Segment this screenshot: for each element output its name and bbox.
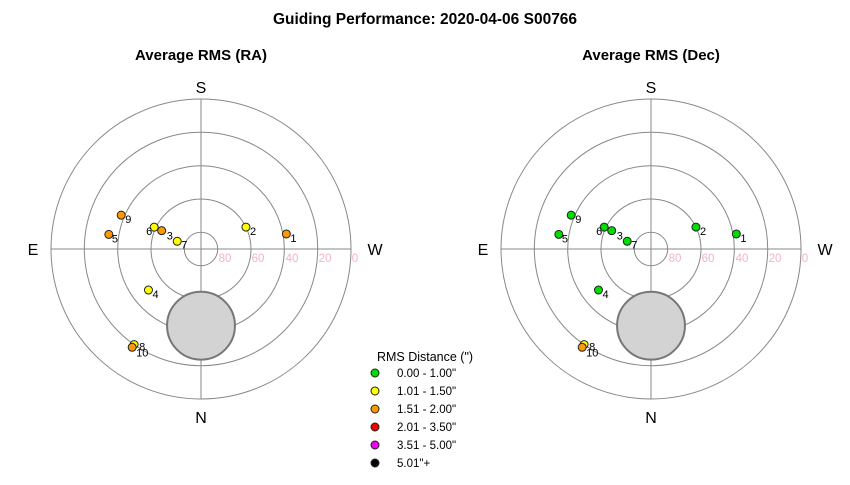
legend: RMS Distance (") 0.00 - 1.00" 1.01 - 1.50… [370,350,473,470]
page-title: Guiding Performance: 2020-04-06 S00766 [273,11,577,28]
data-point-5 [554,229,564,239]
data-point-label-8: 8 [139,342,145,354]
plot-title: Average RMS (RA) [135,47,267,64]
ring-label-60: 60 [252,253,265,265]
data-point-label-7: 7 [631,239,637,251]
legend-swatch-6 [370,458,380,468]
compass-label-bottom: N [195,410,207,427]
data-point-label-8: 8 [589,342,595,354]
legend-swatch-4 [370,422,380,432]
data-point-9 [566,210,576,220]
data-point-label-4: 4 [602,289,608,301]
ring-label-40: 40 [736,253,749,265]
ring-label-20: 20 [769,253,782,265]
polar-plot-ra: Average RMS (RA) S N E W 80 60 40 20 0 1 2 3 4 5 6 7 8 9 10 [28,47,384,427]
legend-label-6: 5.01"+ [397,458,430,470]
compass-label-top: S [196,80,207,97]
data-point-label-6: 6 [146,226,152,238]
legend-swatch-2 [370,386,380,396]
ring-label-0: 0 [802,253,808,265]
data-point-2 [241,222,251,232]
ring-label-60: 60 [702,253,715,265]
ring-label-0: 0 [352,253,358,265]
compass-label-left: E [478,242,489,259]
legend-label-2: 1.01 - 1.50" [397,386,456,398]
data-point-label-5: 5 [112,233,118,245]
legend-label-1: 0.00 - 1.00" [397,368,456,380]
data-point-10 [127,342,137,352]
data-point-4 [593,285,603,295]
data-point-3 [607,226,617,236]
ring-label-40: 40 [286,253,299,265]
horizon-obstruction [166,290,236,361]
compass-label-right: W [367,242,383,259]
legend-title: RMS Distance (") [377,350,473,364]
compass-label-top: S [646,80,657,97]
data-point-label-2: 2 [700,226,706,238]
data-point-9 [116,210,126,220]
data-point-label-3: 3 [617,231,623,243]
legend-label-3: 1.51 - 2.00" [397,404,456,416]
data-point-label-2: 2 [250,226,256,238]
data-point-label-9: 9 [125,214,131,226]
data-point-label-1: 1 [740,233,746,245]
legend-swatch-5 [370,440,380,450]
data-point-7 [172,236,182,246]
compass-label-left: E [28,242,39,259]
data-point-label-3: 3 [167,231,173,243]
data-point-1 [731,229,741,239]
data-point-2 [691,222,701,232]
data-point-label-7: 7 [181,239,187,251]
data-point-label-10: 10 [586,347,598,359]
legend-label-5: 3.51 - 5.00" [397,440,456,452]
data-point-label-10: 10 [136,347,148,359]
legend-label-4: 2.01 - 3.50" [397,422,456,434]
ring-label-80: 80 [219,253,232,265]
data-point-10 [577,342,587,352]
ring-label-80: 80 [669,253,682,265]
data-point-4 [143,285,153,295]
data-point-label-1: 1 [290,233,296,245]
ring-label-20: 20 [319,253,332,265]
data-point-label-5: 5 [562,233,568,245]
compass-label-right: W [817,242,833,259]
horizon-obstruction [616,290,686,361]
data-point-5 [104,229,114,239]
data-point-6 [149,222,159,232]
legend-swatch-1 [370,368,380,378]
data-point-7 [622,236,632,246]
compass-label-bottom: N [645,410,657,427]
data-point-3 [157,226,167,236]
legend-swatch-3 [370,404,380,414]
data-point-6 [599,222,609,232]
data-point-label-4: 4 [152,289,158,301]
data-point-label-6: 6 [596,226,602,238]
plot-title: Average RMS (Dec) [582,47,720,64]
data-point-label-9: 9 [575,214,581,226]
data-point-1 [281,229,291,239]
polar-plot-dec: Average RMS (Dec) S N E W 80 60 40 20 0 1 2 3 4 5 6 7 8 9 1… [478,47,834,427]
